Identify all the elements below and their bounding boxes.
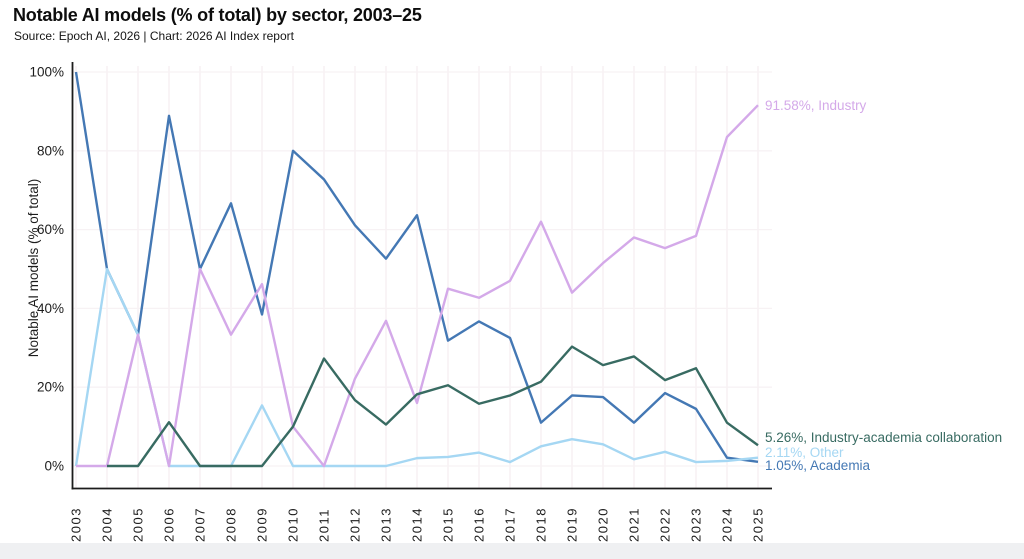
x-tick-label: 2023 (689, 507, 704, 542)
y-tick-label: 60% (37, 222, 64, 237)
x-tick-label: 2021 (627, 507, 642, 542)
y-tick-label: 0% (44, 459, 64, 474)
x-tick-label: 2016 (472, 507, 487, 542)
series-line-other (74, 267, 759, 468)
series-line-industry-academia-collaboration (107, 345, 759, 468)
series-end-label-academia: 1.05%, Academia (765, 458, 871, 474)
x-tick-label: 2018 (534, 507, 549, 542)
chart-title: Notable AI models (% of total) by sector… (13, 5, 422, 25)
x-tick-label: 2019 (565, 507, 580, 542)
x-tick-label: 2017 (503, 507, 518, 542)
x-tick-label: 2024 (720, 507, 735, 542)
series-end-label-other: 2.11%, Other (765, 445, 844, 461)
x-tick-label: 2003 (69, 507, 84, 542)
x-tick-label: 2007 (193, 507, 208, 542)
x-tick-label: 2020 (596, 507, 611, 542)
y-tick-label: 40% (37, 301, 64, 316)
x-tick-label: 2022 (658, 507, 673, 542)
y-tick-label: 80% (37, 143, 64, 158)
x-tick-label: 2011 (317, 508, 332, 542)
window-bottom-band (0, 543, 1024, 559)
x-tick-label: 2015 (441, 507, 456, 542)
x-tick-label: 2008 (224, 507, 239, 542)
series-end-label-collaboration: 5.26%, Industry-academia collaboration (765, 429, 1003, 445)
x-tick-label: 2004 (100, 507, 115, 542)
series-end-label-industry: 91.58%, Industry (765, 97, 867, 113)
y-tick-label: 20% (37, 380, 64, 395)
x-tick-label: 2025 (751, 507, 766, 542)
chart-source-note: Source: Epoch AI, 2026 | Chart: 2026 AI … (14, 29, 294, 43)
x-tick-label: 2006 (162, 507, 177, 542)
x-tick-label: 2014 (410, 507, 425, 542)
x-tick-label: 2012 (348, 507, 363, 542)
x-tick-label: 2005 (131, 507, 146, 542)
x-tick-label: 2010 (286, 507, 301, 542)
y-axis-title: Notable AI models (% of total) (26, 178, 41, 358)
series-line-industry (76, 104, 759, 468)
x-tick-label: 2013 (379, 507, 394, 542)
series-line-academia (74, 71, 759, 464)
x-tick-label: 2009 (255, 507, 270, 542)
y-tick-label: 100% (29, 65, 64, 80)
